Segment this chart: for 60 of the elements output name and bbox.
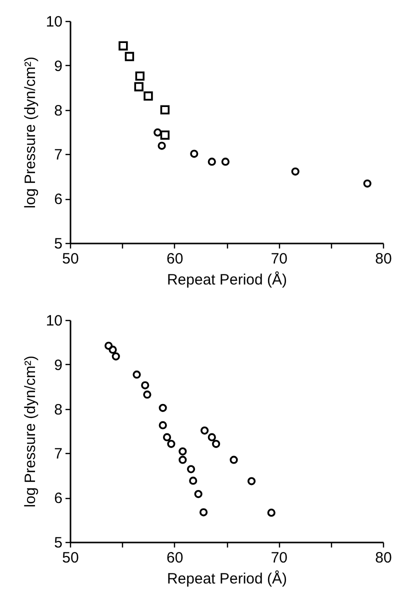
y-tick-label: 5 — [54, 236, 62, 252]
point — [189, 476, 198, 485]
y-tick-label: 8 — [54, 401, 62, 418]
y-tick-label: 5 — [54, 534, 62, 552]
y-tick-label: 8 — [54, 102, 62, 120]
point — [178, 456, 187, 464]
point — [363, 179, 372, 188]
point — [167, 440, 176, 448]
x-tick-label: 50 — [62, 250, 79, 268]
y-axis-title: log Pressure (dyn/cm²) — [22, 56, 39, 208]
point — [199, 508, 208, 516]
x-tick-label: 80 — [375, 250, 392, 268]
point — [190, 150, 198, 158]
point — [221, 158, 230, 166]
point — [154, 128, 162, 136]
y-tick-label: 7 — [54, 146, 62, 164]
y-tick-label: 9 — [54, 58, 62, 75]
point — [160, 130, 170, 140]
point — [124, 52, 134, 62]
y-tick-label: 10 — [46, 312, 62, 330]
point — [112, 352, 120, 360]
point — [143, 390, 152, 399]
point — [141, 381, 150, 390]
x-tick-label: 80 — [375, 550, 392, 566]
point — [267, 508, 276, 517]
point — [212, 440, 220, 448]
y-tick-label: 6 — [54, 191, 62, 208]
point — [160, 105, 170, 114]
point — [118, 41, 128, 50]
x-tick-label: 50 — [62, 550, 79, 566]
point — [230, 456, 238, 464]
x-tick-label: 70 — [270, 550, 288, 566]
point — [158, 404, 167, 412]
point — [132, 370, 141, 379]
point — [178, 447, 187, 456]
x-tick-label: 60 — [166, 550, 184, 566]
y-tick-label: 10 — [46, 14, 62, 30]
point — [208, 158, 216, 166]
x-axis-title: Repeat Period (Å) — [166, 570, 288, 588]
point — [104, 342, 113, 350]
point — [200, 426, 209, 435]
x-tick-label: 60 — [166, 250, 184, 268]
point — [162, 433, 172, 442]
point — [208, 433, 216, 442]
point — [158, 142, 166, 150]
point — [291, 167, 300, 176]
point — [134, 82, 144, 92]
point — [144, 91, 153, 101]
point — [186, 465, 196, 474]
point — [194, 490, 202, 498]
y-axis-title: log Pressure (dyn/cm²) — [22, 356, 39, 508]
y-tick-label: 6 — [54, 490, 62, 508]
point — [108, 346, 117, 354]
point — [247, 477, 256, 486]
y-tick-label: 7 — [54, 446, 62, 463]
y-tick-label: 9 — [54, 356, 62, 374]
point — [135, 71, 145, 81]
point — [158, 421, 167, 430]
x-axis-title: Repeat Period (Å) — [166, 270, 288, 288]
x-tick-label: 70 — [270, 250, 288, 268]
